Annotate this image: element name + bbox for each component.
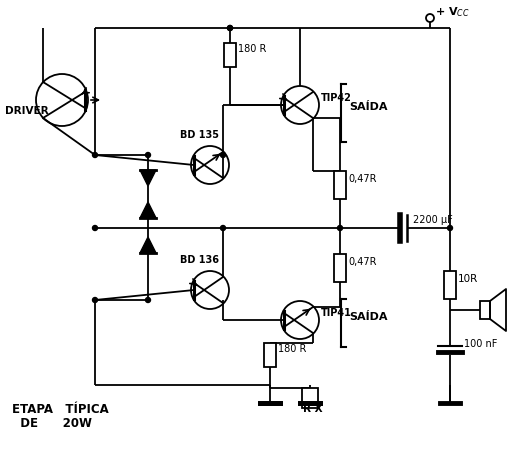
Circle shape	[228, 26, 232, 31]
Text: 10R: 10R	[458, 274, 478, 284]
Text: 180 R: 180 R	[278, 344, 306, 354]
Polygon shape	[140, 237, 156, 253]
Circle shape	[228, 26, 232, 31]
Polygon shape	[140, 202, 156, 218]
Text: 100 nF: 100 nF	[464, 339, 497, 349]
Text: 0,47R: 0,47R	[348, 257, 376, 267]
Text: 180 R: 180 R	[238, 44, 266, 54]
Text: DE      20W: DE 20W	[12, 417, 92, 430]
Text: + V$_{CC}$: + V$_{CC}$	[435, 5, 470, 19]
Circle shape	[220, 153, 226, 158]
Text: ETAPA   TÍPICA: ETAPA TÍPICA	[12, 403, 109, 416]
Bar	[334, 254, 346, 282]
Bar	[444, 271, 456, 299]
Text: BD 135: BD 135	[180, 130, 219, 140]
Circle shape	[337, 225, 343, 230]
Circle shape	[93, 298, 98, 303]
Circle shape	[146, 153, 150, 158]
Polygon shape	[140, 170, 156, 186]
Bar	[334, 171, 346, 199]
Circle shape	[448, 225, 452, 230]
Text: SAÍDA: SAÍDA	[349, 102, 387, 112]
Text: TIP42: TIP42	[321, 93, 352, 103]
Text: BD 136: BD 136	[180, 255, 219, 265]
Text: DRIVER: DRIVER	[5, 106, 49, 116]
Text: TIP41: TIP41	[321, 308, 352, 318]
Text: 2200 µF: 2200 µF	[413, 215, 453, 225]
Circle shape	[93, 153, 98, 158]
Text: 0,47R: 0,47R	[348, 174, 376, 184]
Text: R X: R X	[303, 404, 322, 414]
Text: SAÍDA: SAÍDA	[349, 312, 387, 322]
Bar	[302, 388, 318, 408]
Circle shape	[146, 298, 150, 303]
Circle shape	[220, 225, 226, 230]
Bar	[264, 343, 276, 367]
Bar	[224, 43, 236, 67]
Circle shape	[93, 225, 98, 230]
Bar	[480, 301, 490, 319]
